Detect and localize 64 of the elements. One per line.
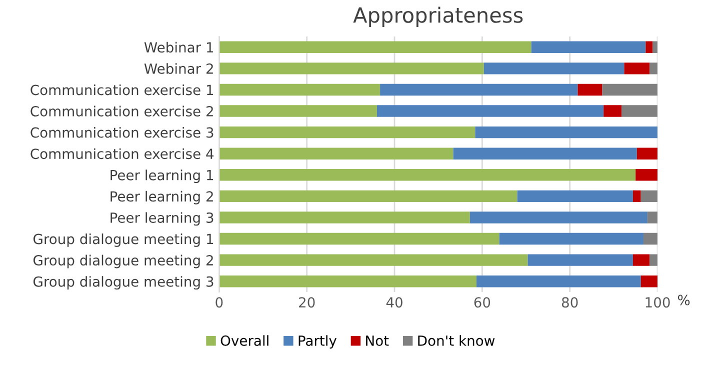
bar [622, 105, 658, 117]
bar [636, 148, 658, 160]
x-axis-title: % [678, 294, 690, 306]
bar [632, 190, 641, 202]
bar [531, 41, 646, 53]
y-tick-label: Communication exercise 3 [30, 127, 214, 138]
legend-label: Overall [220, 335, 268, 346]
legend-label: Not [366, 336, 389, 346]
bar [219, 276, 476, 288]
bar [643, 232, 658, 245]
bar [219, 105, 377, 117]
x-tick-label: 100 [646, 297, 670, 308]
y-tick-label: Group dialogue meeting 1 [33, 233, 214, 247]
bar [650, 62, 658, 74]
bar [578, 84, 602, 96]
x-tick-label: 60 [474, 297, 490, 308]
x-tick-label: 80 [562, 297, 578, 308]
bar [219, 84, 380, 96]
y-tick-label: Peer learning 3 [110, 212, 214, 226]
bar [219, 232, 500, 245]
bar [528, 254, 633, 266]
bar [650, 254, 658, 266]
x-tick-label: 20 [299, 297, 315, 308]
bar [484, 62, 624, 74]
y-tick-label: Group dialogue meeting 3 [33, 276, 214, 290]
bar [376, 105, 604, 117]
bar [470, 212, 648, 224]
x-tick-label: 0 [216, 297, 223, 308]
bar [219, 148, 454, 160]
bar [624, 62, 650, 74]
y-tick-label: Webinar 2 [144, 63, 213, 74]
y-tick-label: Webinar 1 [144, 42, 214, 53]
bar [632, 254, 650, 266]
y-tick-label: Group dialogue meeting 2 [33, 254, 213, 268]
bar [499, 232, 644, 245]
bar [219, 169, 636, 181]
y-tick-label: Peer learning 1 [110, 170, 214, 184]
bar [475, 126, 658, 138]
bar [219, 254, 528, 266]
bar [219, 126, 476, 138]
bar [380, 84, 578, 96]
bar [604, 105, 622, 117]
y-tick-label: Communication exercise 1 [30, 84, 214, 96]
legend-label: Partly [298, 335, 337, 349]
y-tick-label: Communication exercise 2 [30, 106, 213, 116]
bar [219, 62, 484, 74]
y-tick-label: Communication exercise 4 [30, 148, 214, 160]
bar [652, 41, 658, 53]
bar [219, 212, 470, 224]
bar [453, 148, 637, 160]
bar [640, 190, 658, 202]
bar [517, 190, 633, 202]
bar [219, 41, 532, 53]
bar [219, 190, 518, 202]
bar [476, 276, 641, 288]
bar [646, 41, 653, 53]
chart-title: Appropriateness [353, 6, 523, 27]
legend-label: Don't know [418, 335, 495, 346]
bar [602, 84, 658, 96]
bar [640, 276, 658, 288]
y-tick-label: Peer learning 2 [110, 190, 213, 204]
bar [647, 212, 658, 224]
x-tick-label: 40 [386, 297, 402, 308]
bar [636, 169, 658, 181]
